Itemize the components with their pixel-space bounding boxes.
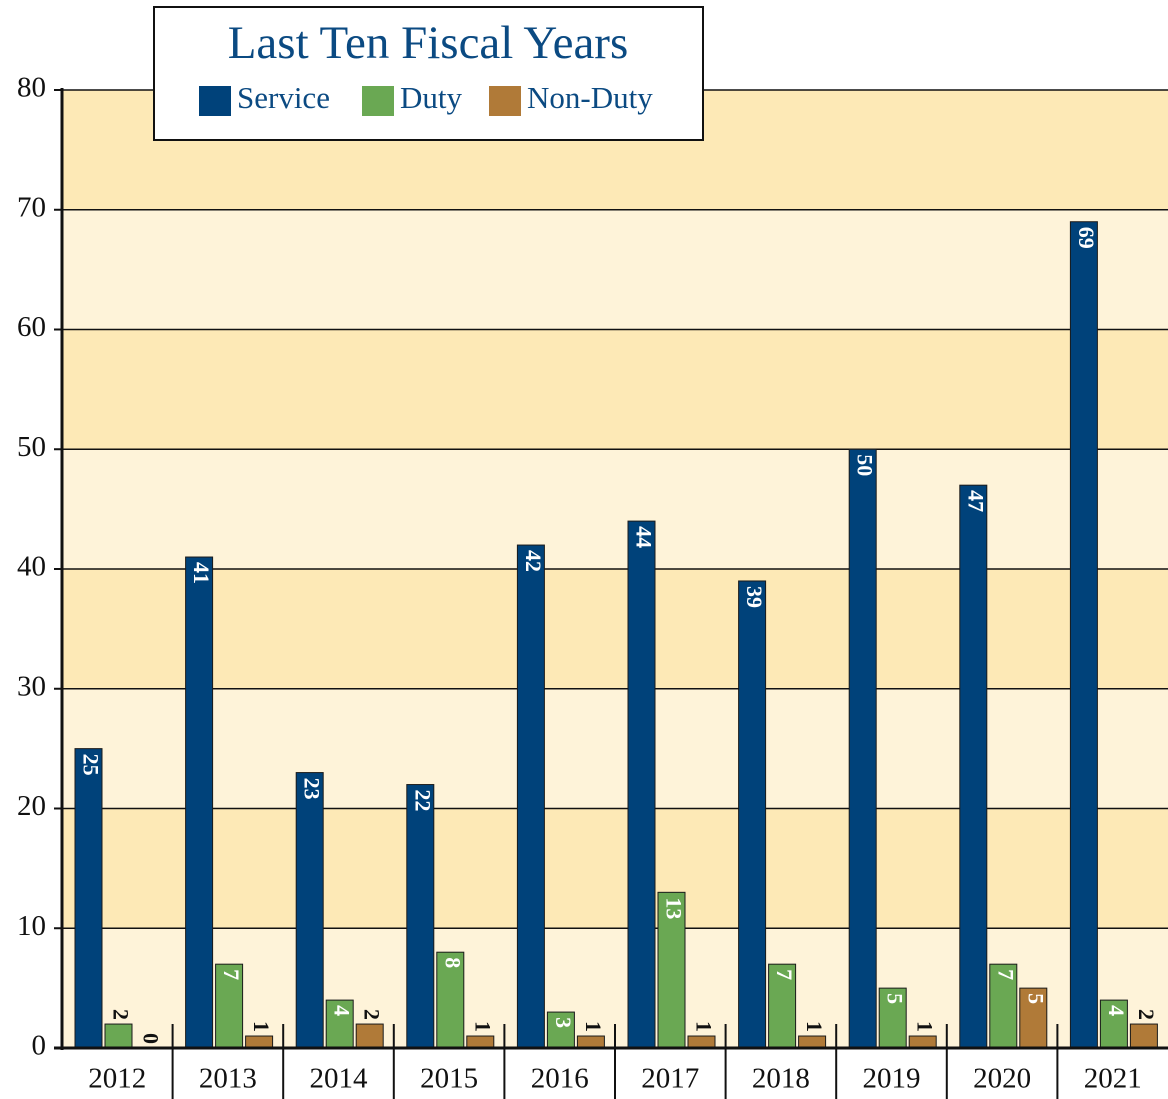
- value-label: 5: [883, 993, 908, 1004]
- bar: [989, 963, 1018, 1049]
- bar: [687, 1035, 716, 1049]
- bar: [104, 1023, 133, 1049]
- value-label: 23: [300, 778, 325, 800]
- value-label: 0: [138, 1033, 163, 1044]
- value-label: 7: [993, 969, 1018, 980]
- legend: Last Ten Fiscal Years Service Duty Non-Dut…: [153, 6, 704, 141]
- legend-box: [153, 6, 704, 141]
- value-label: 1: [581, 1021, 606, 1032]
- value-label: 7: [219, 969, 244, 980]
- x-tick-label: 2021: [1084, 1063, 1142, 1095]
- bar: [325, 999, 354, 1049]
- legend-label: Duty: [400, 80, 463, 115]
- bar: [406, 784, 435, 1049]
- bar: [848, 448, 877, 1049]
- y-tick-label: 70: [17, 191, 46, 223]
- x-tick-label: 2018: [752, 1063, 810, 1095]
- value-label: 42: [521, 550, 546, 572]
- value-label: 25: [78, 754, 103, 776]
- bar: [355, 1023, 384, 1049]
- value-label: 50: [853, 454, 878, 476]
- value-label: 1: [691, 1021, 716, 1032]
- value-label: 2: [360, 1009, 385, 1020]
- legend-swatch: [199, 86, 231, 116]
- background-band: [62, 808, 1168, 929]
- bar: [627, 520, 656, 1049]
- y-tick-label: 60: [17, 311, 46, 343]
- value-label: 41: [189, 562, 214, 584]
- background-band: [62, 209, 1168, 330]
- bar: [215, 963, 244, 1049]
- chart-title: Last Ten Fiscal Years: [228, 17, 629, 69]
- y-tick-label: 80: [17, 72, 46, 104]
- value-label: 4: [1104, 1005, 1129, 1016]
- bar: [738, 580, 767, 1049]
- bar: [74, 748, 103, 1049]
- value-label: 47: [963, 490, 988, 512]
- value-label: 2: [108, 1009, 133, 1020]
- legend-label: Non-Duty: [527, 80, 653, 115]
- bar: [1099, 999, 1128, 1049]
- value-label: 1: [913, 1021, 938, 1032]
- bar: [1129, 1023, 1158, 1049]
- y-tick-label: 20: [17, 790, 46, 822]
- background-band: [62, 449, 1168, 569]
- bar: [1019, 987, 1048, 1049]
- x-tick-label: 2014: [310, 1063, 369, 1095]
- value-label: 1: [802, 1021, 827, 1032]
- value-label: 1: [249, 1021, 274, 1032]
- x-tick-label: 2020: [973, 1063, 1031, 1095]
- bar: [908, 1035, 937, 1049]
- x-tick-label: 2015: [420, 1063, 478, 1095]
- x-tick-label: 2012: [88, 1063, 146, 1095]
- y-tick-label: 10: [17, 910, 46, 942]
- value-label: 2: [1134, 1009, 1159, 1020]
- y-tick-label: 40: [17, 551, 46, 583]
- bar: [959, 484, 988, 1049]
- legend-swatch: [489, 86, 521, 116]
- y-tick-label: 0: [32, 1030, 47, 1062]
- x-tick-label: 2013: [199, 1063, 257, 1095]
- value-label: 8: [440, 957, 465, 968]
- bar: [245, 1035, 274, 1049]
- value-label: 39: [742, 586, 767, 608]
- background-band: [62, 329, 1168, 450]
- background-band: [62, 569, 1168, 689]
- value-label: 69: [1074, 227, 1099, 249]
- x-tick-label: 2017: [641, 1063, 699, 1095]
- x-tick-label: 2019: [863, 1063, 921, 1095]
- value-label: 44: [631, 526, 656, 548]
- value-label: 5: [1023, 993, 1048, 1004]
- legend-swatch: [362, 86, 394, 116]
- bar: [295, 772, 324, 1049]
- bar: [466, 1035, 495, 1049]
- bar: [185, 556, 214, 1049]
- bar: [798, 1035, 827, 1049]
- bar: [768, 963, 797, 1049]
- value-label: 1: [470, 1021, 495, 1032]
- value-label: 4: [330, 1005, 355, 1016]
- legend-label: Service: [237, 80, 330, 115]
- y-tick-label: 30: [17, 670, 46, 702]
- bar: [1069, 221, 1098, 1049]
- value-label: 7: [772, 969, 797, 980]
- background-band: [62, 688, 1168, 809]
- bar: [516, 544, 545, 1049]
- bar: [436, 951, 465, 1049]
- bar: [878, 987, 907, 1049]
- x-tick-label: 2016: [531, 1063, 589, 1095]
- value-label: 3: [551, 1017, 576, 1028]
- bar: [576, 1035, 605, 1049]
- y-tick-label: 50: [17, 431, 46, 463]
- value-label: 22: [410, 790, 435, 812]
- value-label: 13: [661, 897, 686, 919]
- plot-area: 0102030405060708020122520201341712014234…: [17, 72, 1168, 1099]
